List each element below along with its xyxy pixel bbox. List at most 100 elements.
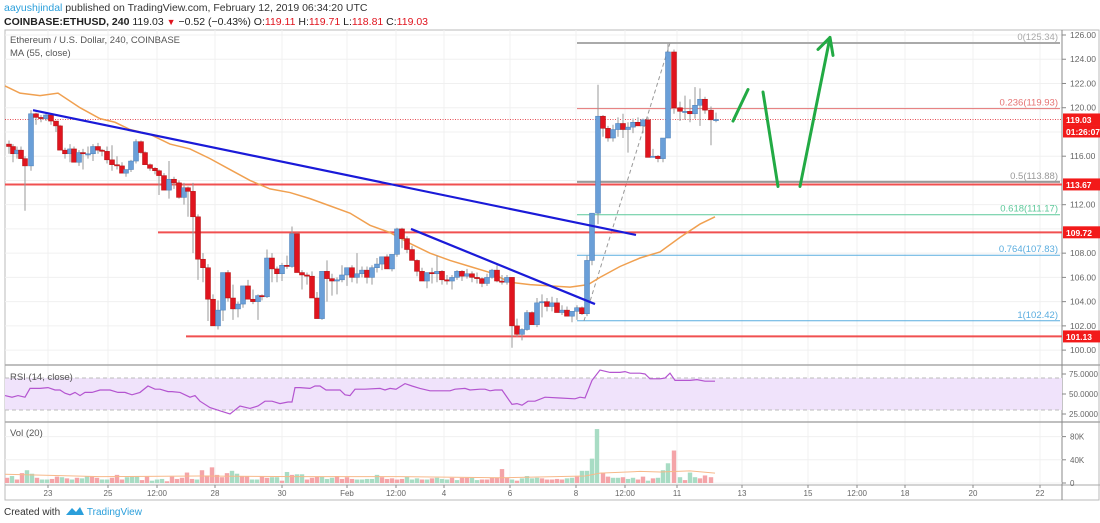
volume-bar-down: [54, 476, 60, 483]
candle-down: [677, 107, 683, 112]
time-axis-label: 20: [969, 489, 978, 498]
candle-up: [319, 271, 325, 319]
volume-bar-down: [74, 477, 80, 483]
volume-bar-down: [419, 479, 425, 483]
last-price: 119.03: [132, 16, 164, 28]
price-badge: [1063, 113, 1100, 126]
volume-bar-up: [299, 474, 305, 483]
volume-bar-up: [104, 479, 110, 483]
price-badge: [1063, 178, 1100, 191]
price-axis-label: 116.00: [1070, 151, 1096, 161]
volume-bar-up: [424, 479, 430, 483]
volume-bar-up: [579, 470, 585, 483]
candle-down: [245, 285, 251, 300]
volume-bar-up: [687, 472, 693, 483]
volume-bar-up: [9, 476, 15, 483]
down-triangle-icon: ▼: [166, 17, 176, 27]
price-badge: [1063, 226, 1100, 239]
volume-bar-up: [254, 479, 260, 483]
volume-bar-down: [504, 477, 510, 483]
candle-up: [584, 260, 590, 315]
high-value: 119.71: [308, 16, 341, 28]
volume-bar-up: [124, 477, 130, 483]
candle-up: [255, 295, 261, 302]
candle-up: [539, 301, 545, 304]
candle-down: [195, 216, 201, 260]
close-value: 119.03: [396, 16, 429, 28]
volume-bar-up: [269, 477, 275, 483]
time-axis-label: 23: [44, 489, 53, 498]
ma-indicator-label[interactable]: MA (55, close): [10, 48, 71, 59]
volume-bar-down: [279, 480, 285, 483]
candle-up: [650, 155, 656, 158]
volume-bar-up: [630, 477, 636, 483]
trend-line[interactable]: [410, 227, 596, 306]
volume-bar-down: [484, 479, 490, 483]
volume-bar-up: [509, 479, 515, 483]
volume-bar-up: [594, 429, 600, 483]
candle-up: [630, 122, 636, 128]
volume-bar-down: [489, 477, 495, 483]
candle-up: [166, 178, 172, 191]
tradingview-link[interactable]: TradingView: [86, 507, 142, 519]
forecast-arrow-segment[interactable]: [761, 90, 780, 188]
candle-down: [687, 111, 693, 115]
candle-down: [364, 269, 370, 278]
trend-line[interactable]: [32, 109, 637, 237]
candle-up: [123, 169, 129, 174]
candle-up: [240, 285, 246, 305]
volume-bar-down: [514, 480, 520, 483]
volume-bar-down: [174, 478, 180, 483]
rsi-axis-label: 75.0000: [1069, 370, 1098, 379]
candle-up: [379, 256, 385, 265]
low-label: L:: [343, 16, 352, 28]
volume-bar-down: [379, 477, 385, 483]
price-axis-label: 104.00: [1070, 297, 1096, 307]
candle-down: [444, 279, 450, 282]
candle-down: [474, 277, 480, 279]
candle-down: [294, 233, 300, 273]
candle-down: [171, 178, 177, 184]
price-badge-label: 101.13: [1066, 332, 1092, 342]
candle-down: [190, 191, 196, 218]
volume-bar-down: [708, 477, 714, 483]
candle-up: [90, 146, 96, 155]
rsi-pane-title[interactable]: RSI (14, close): [10, 372, 73, 383]
main-pane-title: Ethereum / U.S. Dollar, 240, COINBASE: [10, 35, 181, 46]
candle-up: [359, 269, 365, 275]
volume-bar-up: [474, 480, 480, 483]
volume-bar-down: [334, 476, 340, 483]
price-axis-label: 120.00: [1070, 103, 1096, 113]
forecast-arrow-segment[interactable]: [798, 35, 832, 188]
candle-down: [708, 109, 714, 121]
volume-bar-up: [444, 479, 450, 483]
time-axis-label: 12:00: [615, 489, 636, 498]
close-label: C:: [386, 16, 397, 28]
vol-pane-title[interactable]: Vol (20): [10, 428, 43, 439]
candle-down: [109, 159, 115, 165]
time-axis-label: 15: [804, 489, 813, 498]
volume-bar-up: [229, 470, 235, 483]
candle-up: [424, 272, 430, 282]
time-axis-label: Feb: [340, 489, 354, 498]
author-link[interactable]: aayushjindal: [4, 2, 63, 14]
volume-bar-down: [289, 474, 295, 483]
candle-down: [274, 268, 280, 275]
candle-down: [269, 257, 275, 270]
volume-bar-down: [554, 478, 560, 483]
candle-down: [185, 187, 191, 192]
volume-bar-up: [374, 474, 380, 483]
forecast-arrow-segment[interactable]: [731, 88, 750, 123]
candle-down: [564, 309, 570, 317]
candle-down: [479, 278, 485, 284]
fib-level-label: 0.618(111.17): [1000, 204, 1058, 215]
time-axis-label: 6: [508, 489, 513, 498]
candle-down: [53, 120, 59, 127]
candle-down: [138, 141, 144, 153]
time-axis-label: 12:00: [147, 489, 168, 498]
volume-bar-up: [519, 478, 525, 483]
symbol-info: COINBASE:ETHUSD, 240 119.03 ▼ −0.52 (−0.…: [4, 16, 428, 28]
rsi-band: [5, 378, 1062, 410]
candle-up: [339, 274, 345, 281]
